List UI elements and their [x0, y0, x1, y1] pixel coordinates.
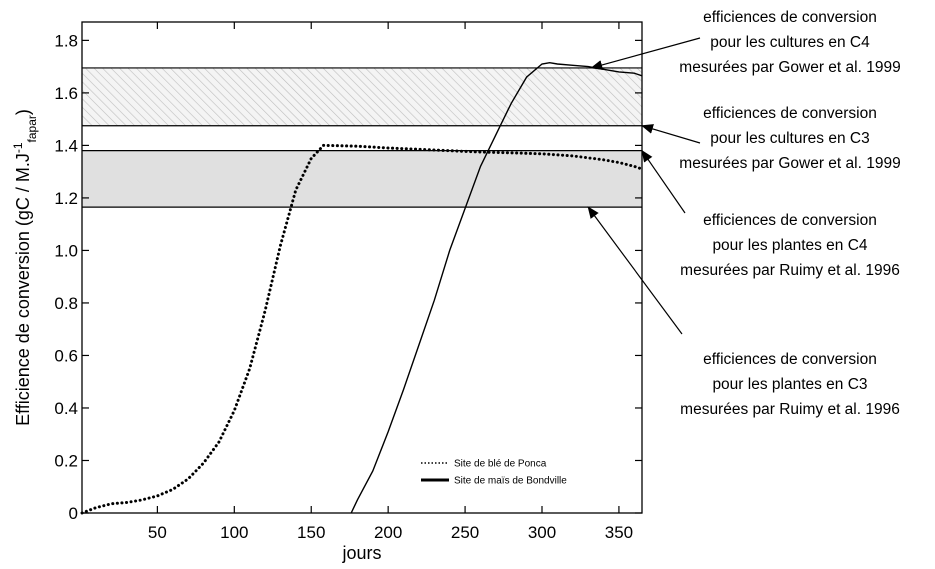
annotation-arrow-2	[641, 149, 686, 214]
series-group	[80, 61, 644, 515]
x-tick-label-50: 50	[148, 523, 167, 542]
annotation-arrow-0	[590, 37, 701, 70]
y-axis-label-main: Efficience de conversion (gC / M.J	[13, 153, 33, 426]
annotation-0-line-2: mesurées par Gower et al. 1999	[679, 59, 900, 76]
annotation-2-line-1: pour les plantes en C4	[712, 237, 867, 254]
y-tick-label-2: 0.4	[54, 399, 78, 418]
annotation-1-line-0: efficiences de conversion	[703, 105, 877, 122]
plot-frame	[81, 21, 643, 514]
annotation-2-line-2: mesurées par Ruimy et al. 1996	[680, 262, 900, 279]
band-0	[82, 67, 642, 126]
annotations: efficiences de conversion pour les cultur…	[587, 9, 901, 418]
legend-label-ponca: Site de blé de Ponca	[454, 459, 547, 470]
bands	[82, 67, 642, 208]
annotation-arrow-1	[641, 124, 701, 144]
annotation-3-line-1: pour les plantes en C3	[712, 376, 867, 393]
y-tick-label-6: 1.2	[54, 189, 78, 208]
y-axis-label-sup: -1	[11, 142, 25, 153]
annotation-arrow-3	[587, 206, 683, 335]
legend-label-bondville: Site de maïs de Bondville	[454, 476, 567, 487]
x-tick-label-350: 350	[605, 523, 633, 542]
x-tick-label-200: 200	[374, 523, 402, 542]
band-1	[82, 150, 642, 208]
y-tick-label-5: 1.0	[54, 241, 78, 260]
y-axis-label: Efficience de conversion (gC / M.J-1fapa…	[11, 109, 39, 426]
y-tick-label-7: 1.4	[54, 136, 78, 155]
x-tick-label-250: 250	[451, 523, 479, 542]
annotation-3-line-0: efficiences de conversion	[703, 351, 877, 368]
y-tick-label-1: 0.2	[54, 451, 78, 470]
series-line-1	[350, 61, 643, 514]
y-tick-label-9: 1.8	[54, 31, 78, 50]
x-tick-label-100: 100	[220, 523, 248, 542]
y-axis-label-close: )	[13, 109, 33, 115]
y-tick-label-0: 0	[69, 504, 78, 523]
series-line-0	[80, 143, 644, 515]
annotation-0-line-0: efficiences de conversion	[703, 9, 877, 26]
y-tick-label-3: 0.6	[54, 346, 78, 365]
legend: Site de blé de Ponca Site de maïs de Bon…	[421, 459, 567, 487]
y-axis-label-sub: fapar	[25, 115, 39, 142]
annotation-1-line-2: mesurées par Gower et al. 1999	[679, 155, 900, 172]
y-tick-label-4: 0.8	[54, 294, 78, 313]
annotation-3-line-2: mesurées par Ruimy et al. 1996	[680, 401, 900, 418]
x-axis-label: jours	[341, 543, 381, 563]
y-tick-label-8: 1.6	[54, 84, 78, 103]
annotation-0-line-1: pour les cultures en C4	[710, 34, 870, 51]
x-tick-label-150: 150	[297, 523, 325, 542]
x-tick-label-300: 300	[528, 523, 556, 542]
annotation-2-line-0: efficiences de conversion	[703, 212, 877, 229]
annotation-1-line-1: pour les cultures en C3	[710, 130, 869, 147]
axis-ticks: 50 100 150 200 250 300 350 0 0.2 0.4 0.6 0.8 1.0 1.2 1…	[54, 22, 642, 542]
